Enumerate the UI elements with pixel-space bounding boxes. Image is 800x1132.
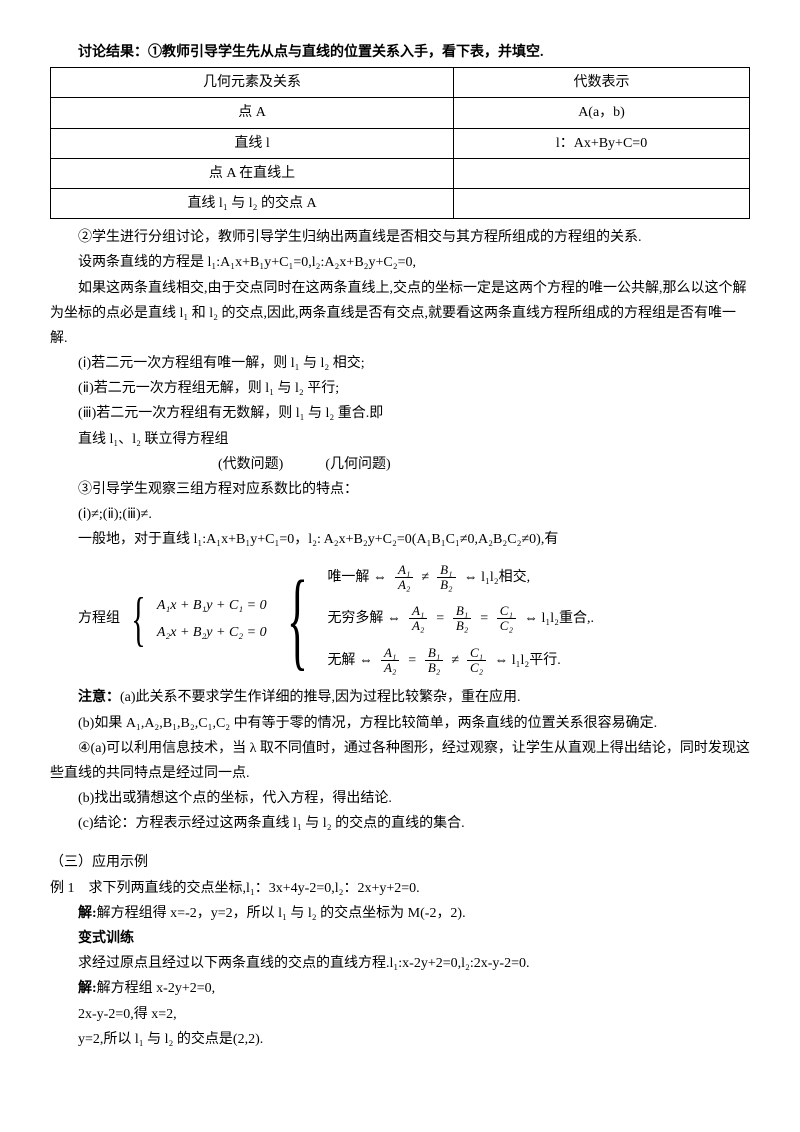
list-item: (ⅲ)若二元一次方程组有无数解，则 l₁ 与 l₂ 重合.即 — [50, 401, 750, 426]
th-left: 几何元素及关系 — [51, 68, 454, 98]
cases: 唯一解 ⇔ A₁A₂ ≠ B₁B₂ ⇔ l₁l₂相交, 无穷多解 ⇔ A₁A₂ … — [327, 563, 594, 676]
example-1: 例 1 求下列两直线的交点坐标,l₁：3x+4y-2=0,l₂：2x+y+2=0… — [50, 876, 750, 901]
para: 一般地，对于直线 l₁:A₁x+B₁y+C₁=0，l₂: A₂x+B₂y+C₂=… — [50, 527, 750, 552]
para: 设两条直线的方程是 l₁:A₁x+B₁y+C₁=0,l₂:A₂x+B₂y+C₂=… — [50, 250, 750, 275]
note-head: 注意： — [78, 690, 120, 705]
right-brace-icon: { — [286, 564, 307, 674]
system-equations: A₁x + B₁y + C₁ = 0 A₂x + B₂y + C₂ = 0 — [157, 593, 267, 645]
cell: 点 A — [51, 98, 454, 128]
table-row: 几何元素及关系 代数表示 — [51, 68, 750, 98]
variation-sol-1: 解:解方程组 x-2y+2=0, — [50, 976, 750, 1001]
cell: 直线 l — [51, 128, 454, 158]
eq2: A₂x + B₂y + C₂ = 0 — [157, 620, 267, 645]
list-item: (代数问题) (几何问题) — [50, 452, 750, 477]
para: (c)结论：方程表示经过这两条直线 l₁ 与 l₂ 的交点的直线的集合. — [50, 811, 750, 836]
cell — [454, 188, 750, 218]
cell: 点 A 在直线上 — [51, 158, 454, 188]
note-b: (b)如果 A₁,A₂,B₁,B₂,C₁,C₂ 中有等于零的情况，方程比较简单，… — [50, 711, 750, 736]
note-a: (a)此关系不要求学生作详细的推导,因为过程比较繁杂，重在应用. — [120, 690, 521, 705]
cell: A(a，b) — [454, 98, 750, 128]
para: (b)找出或猜想这个点的坐标，代入方程，得出结论. — [50, 786, 750, 811]
list-item: (ⅱ)若二元一次方程组无解，则 l₁ 与 l₂ 平行; — [50, 376, 750, 401]
list-item: 直线 l₁、l₂ 联立得方程组 — [50, 427, 750, 452]
table-row: 点 A 在直线上 — [51, 158, 750, 188]
para: 如果这两条直线相交,由于交点同时在这两条直线上,交点的坐标一定是这两个方程的唯一… — [50, 276, 750, 352]
left-brace-icon: { — [131, 589, 145, 649]
main-formula: 方程组 { A₁x + B₁y + C₁ = 0 A₂x + B₂y + C₂ … — [78, 563, 750, 676]
section-3-head: （三）应用示例 — [50, 850, 750, 875]
variation-q: 求经过原点且经过以下两条直线的交点的直线方程.l₁:x-2y+2=0,l₂:2x… — [50, 951, 750, 976]
relation-table: 几何元素及关系 代数表示 点 A A(a，b) 直线 l l：Ax+By+C=0… — [50, 67, 750, 219]
para: (ⅰ)≠;(ⅱ);(ⅲ)≠. — [50, 502, 750, 527]
cell: l：Ax+By+C=0 — [454, 128, 750, 158]
para: ②学生进行分组讨论，教师引导学生归纳出两直线是否相交与其方程所组成的方程组的关系… — [50, 225, 750, 250]
intro-bold: 讨论结果：①教师引导学生先从点与直线的位置关系入手，看下表，并填空. — [78, 45, 544, 60]
eq1: A₁x + B₁y + C₁ = 0 — [157, 593, 267, 618]
case-row: 无解 ⇔ A₁A₂ = B₁B₂ ≠ C₁C₂ ⇔ l₁l₂平行. — [327, 646, 594, 676]
variation-head: 变式训练 — [50, 926, 750, 951]
note-line: 注意：(a)此关系不要求学生作详细的推导,因为过程比较繁杂，重在应用. — [50, 685, 750, 710]
intro-line: 讨论结果：①教师引导学生先从点与直线的位置关系入手，看下表，并填空. — [50, 40, 750, 65]
sol-head: 解: — [78, 981, 97, 996]
cell — [454, 158, 750, 188]
cell: 直线 l₁ 与 l₂ 的交点 A — [51, 188, 454, 218]
sol-body: 解方程组得 x=-2，y=2，所以 l₁ 与 l₂ 的交点坐标为 M(-2，2)… — [97, 906, 466, 921]
variation-sol-2: 2x-y-2=0,得 x=2, — [50, 1002, 750, 1027]
list-item: (ⅰ)若二元一次方程组有唯一解，则 l₁ 与 l₂ 相交; — [50, 351, 750, 376]
formula-label: 方程组 — [78, 606, 120, 631]
table-row: 直线 l₁ 与 l₂ 的交点 A — [51, 188, 750, 218]
th-right: 代数表示 — [454, 68, 750, 98]
table-row: 点 A A(a，b) — [51, 98, 750, 128]
sol-body: 解方程组 x-2y+2=0, — [97, 981, 215, 996]
para: ④(a)可以利用信息技术，当 λ 取不同值时，通过各种图形，经过观察，让学生从直… — [50, 736, 750, 786]
variation-sol-3: y=2,所以 l₁ 与 l₂ 的交点是(2,2). — [50, 1027, 750, 1052]
case-row: 唯一解 ⇔ A₁A₂ ≠ B₁B₂ ⇔ l₁l₂相交, — [327, 563, 594, 593]
case-row: 无穷多解 ⇔ A₁A₂ = B₁B₂ = C₁C₂ ⇔ l₁l₂重合,. — [327, 604, 594, 634]
para: ③引导学生观察三组方程对应系数比的特点： — [50, 477, 750, 502]
example-1-solution: 解:解方程组得 x=-2，y=2，所以 l₁ 与 l₂ 的交点坐标为 M(-2，… — [50, 901, 750, 926]
sol-head: 解: — [78, 906, 97, 921]
table-row: 直线 l l：Ax+By+C=0 — [51, 128, 750, 158]
